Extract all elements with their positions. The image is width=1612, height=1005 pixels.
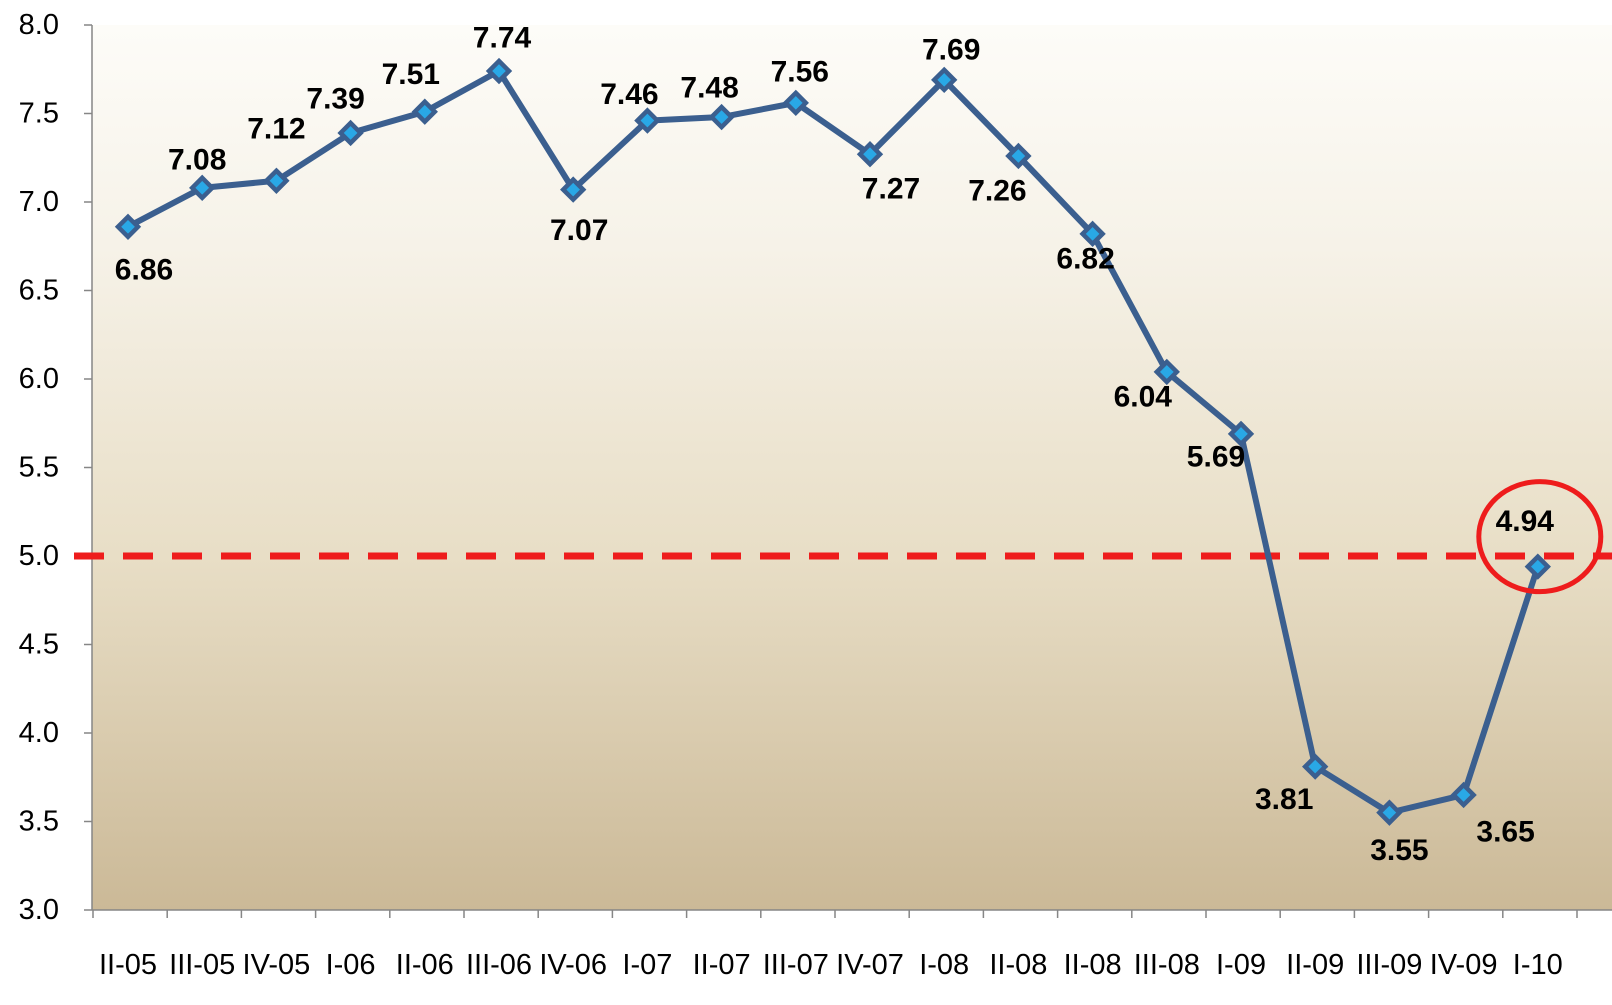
y-tick-label: 8.0 — [19, 9, 59, 41]
data-label: 5.69 — [1187, 440, 1245, 473]
x-tick-label: I-10 — [1513, 949, 1563, 981]
axes: 3.0 3.5 4.0 4.5 5.0 5.5 6.0 6.5 7.0 7.5 8.0 II-05 II… — [19, 9, 1612, 981]
data-point — [931, 66, 958, 94]
data-point — [1005, 142, 1032, 170]
data-label: 6.86 — [115, 253, 173, 286]
x-tick-label: II-05 — [99, 949, 157, 981]
data-point — [114, 213, 142, 240]
data-label: 7.07 — [550, 214, 608, 247]
data-point — [1079, 220, 1106, 248]
labels-layer: 6.86 7.08 7.127.39 7.51 7.74 7.07 7.46 7.48 7.56… — [115, 22, 1555, 868]
x-tick-label: IV-05 — [243, 949, 311, 981]
y-tick-label: 7.0 — [19, 186, 59, 218]
x-tick-label: II-07 — [693, 949, 751, 981]
data-label: 7.26 — [968, 174, 1026, 207]
data-label: 7.08 — [168, 143, 226, 176]
data-point — [411, 98, 438, 125]
data-label: 7.74 — [473, 22, 532, 55]
data-label: 7.12 — [247, 112, 305, 145]
y-tick-label: 6.0 — [19, 363, 59, 395]
x-tick-label: IV-07 — [836, 949, 904, 981]
x-tick-label: I-09 — [1216, 949, 1266, 981]
x-tick-label: III-06 — [466, 949, 532, 981]
data-point — [1153, 358, 1180, 386]
y-tick-label: 3.0 — [19, 894, 59, 926]
plot-area — [92, 25, 1612, 910]
data-point — [634, 107, 661, 134]
x-tick-label: IV-06 — [539, 949, 607, 981]
y-tick-label: 4.0 — [19, 717, 59, 749]
data-label: 6.04 — [1114, 380, 1173, 413]
series-layer — [114, 57, 1604, 826]
data-label: 7.46 — [600, 78, 658, 111]
data-point — [189, 174, 216, 202]
x-tick-label: II-09 — [1286, 949, 1344, 981]
x-tick-label: III-05 — [169, 949, 235, 981]
data-point — [1376, 799, 1403, 826]
y-tick-label: 5.0 — [19, 540, 59, 572]
data-label: 4.94 — [1496, 505, 1555, 538]
data-label: 7.27 — [862, 173, 920, 206]
x-tick-label: III-09 — [1356, 949, 1422, 981]
y-tick-label: 4.5 — [19, 629, 59, 661]
data-label: 7.51 — [382, 58, 440, 91]
data-point — [856, 141, 884, 168]
data-point — [560, 176, 587, 203]
x-tick-label: IV-09 — [1430, 949, 1498, 981]
data-label: 3.55 — [1370, 834, 1428, 867]
data-point — [1302, 753, 1329, 780]
data-point — [1227, 420, 1255, 448]
data-point — [1450, 781, 1477, 809]
y-tick-label: 7.5 — [19, 98, 59, 130]
data-label: 7.56 — [771, 55, 829, 88]
x-tick-label: I-06 — [326, 949, 376, 981]
data-label: 3.81 — [1255, 783, 1313, 816]
data-label: 3.65 — [1476, 815, 1534, 848]
y-tick-label: 5.5 — [19, 452, 59, 484]
series-line — [125, 68, 1541, 816]
highlight-circle — [1476, 479, 1604, 595]
data-point — [708, 103, 735, 131]
x-tick-label: III-07 — [763, 949, 829, 981]
data-point — [263, 167, 290, 194]
data-label: 7.39 — [306, 82, 364, 115]
data-label: 6.82 — [1056, 242, 1114, 275]
x-tick-label: III-08 — [1134, 949, 1200, 981]
data-point — [782, 89, 809, 117]
data-point — [337, 119, 364, 147]
data-label: 7.69 — [922, 33, 980, 66]
y-tick-label: 6.5 — [19, 275, 59, 307]
x-tick-label: I-07 — [622, 949, 672, 981]
data-label: 7.48 — [680, 72, 738, 105]
x-tick-label: II-08 — [1064, 949, 1122, 981]
x-tick-label: II-06 — [396, 949, 454, 981]
y-tick-label: 3.5 — [19, 806, 59, 838]
data-point — [485, 57, 513, 85]
x-tick-label: II-08 — [989, 949, 1047, 981]
data-point — [1524, 553, 1551, 580]
x-tick-label: I-08 — [919, 949, 969, 981]
